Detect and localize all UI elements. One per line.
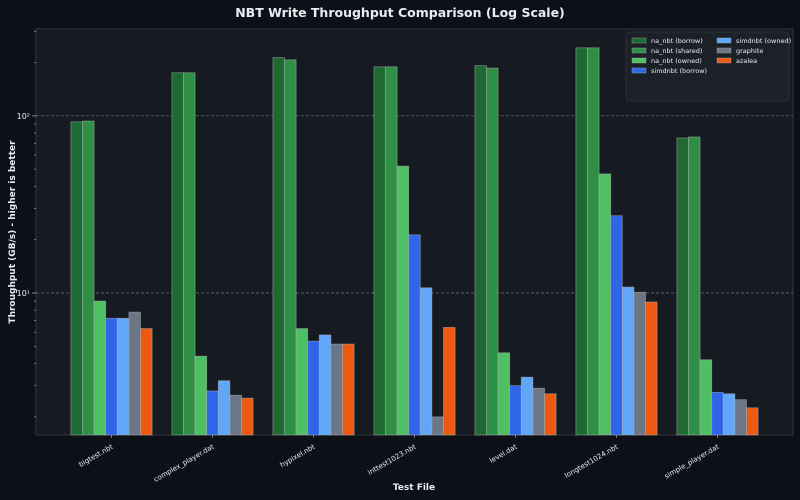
x-axis-label: Test File xyxy=(393,483,435,493)
legend-label: na_nbt (owned) xyxy=(651,57,702,65)
bar-na-nbt-shared xyxy=(688,136,701,436)
bar-azalea xyxy=(241,397,254,436)
y-tick-label: 10¹ xyxy=(17,289,30,298)
y-axis-label: Throughput (GB/s) - higher is better xyxy=(8,140,18,324)
legend-swatch xyxy=(716,57,732,64)
legend-box xyxy=(625,31,790,102)
chart-title: NBT Write Throughput Comparison (Log Sca… xyxy=(235,5,565,20)
bar-na-nbt-borrow xyxy=(70,121,83,436)
bar-simdnbt-borrow xyxy=(206,390,219,436)
bar-graphite xyxy=(229,394,242,436)
bar-graphite xyxy=(431,416,444,436)
bar-graphite xyxy=(128,311,141,436)
legend-swatch xyxy=(716,37,732,44)
bar-na-nbt-shared xyxy=(284,59,297,436)
bar-simdnbt-borrow xyxy=(509,385,522,436)
bar-na-nbt-owned xyxy=(93,300,107,436)
legend-label: simdnbt (owned) xyxy=(736,37,791,45)
bar-na-nbt-borrow xyxy=(373,66,386,436)
legend-swatch xyxy=(631,67,647,74)
bar-na-nbt-owned xyxy=(699,359,713,436)
bar-na-nbt-shared xyxy=(587,47,600,436)
bar-na-nbt-borrow xyxy=(171,72,184,436)
bar-na-nbt-borrow xyxy=(272,57,285,436)
legend-label: graphite xyxy=(736,47,763,55)
legend-swatch xyxy=(631,57,647,64)
legend-swatch xyxy=(631,37,647,44)
bar-na-nbt-borrow xyxy=(676,137,689,436)
bar-na-nbt-owned xyxy=(598,173,612,436)
y-tick-label: 10² xyxy=(17,112,30,121)
bar-na-nbt-borrow xyxy=(575,47,588,436)
bar-na-nbt-owned xyxy=(194,355,208,436)
bar-na-nbt-owned xyxy=(497,352,511,436)
bar-simdnbt-owned xyxy=(318,334,332,436)
legend-label: na_nbt (borrow) xyxy=(651,37,703,45)
legend-label: azalea xyxy=(736,57,757,65)
bar-azalea xyxy=(140,328,153,436)
bar-simdnbt-borrow xyxy=(307,340,320,436)
bar-simdnbt-owned xyxy=(217,380,231,436)
bar-na-nbt-shared xyxy=(385,66,398,436)
bar-azalea xyxy=(443,326,456,436)
bar-azalea xyxy=(645,301,658,436)
bar-simdnbt-borrow xyxy=(408,234,421,436)
bar-na-nbt-owned xyxy=(396,165,410,436)
legend-label: na_nbt (shared) xyxy=(651,47,702,55)
bar-simdnbt-owned xyxy=(419,287,433,436)
bar-na-nbt-borrow xyxy=(474,65,487,436)
bar-azalea xyxy=(544,393,557,436)
bar-graphite xyxy=(532,387,545,436)
bar-simdnbt-owned xyxy=(116,317,130,436)
bar-azalea xyxy=(746,407,759,436)
bar-azalea xyxy=(342,343,355,436)
bar-graphite xyxy=(633,291,646,436)
legend-swatch xyxy=(631,47,647,54)
bar-graphite xyxy=(734,399,747,436)
bar-na-nbt-shared xyxy=(183,72,196,436)
bar-simdnbt-borrow xyxy=(711,391,724,436)
legend: na_nbt (borrow) na_nbt (shared) na_nbt (ow… xyxy=(625,31,791,102)
bar-simdnbt-owned xyxy=(520,376,534,436)
bar-simdnbt-borrow xyxy=(610,215,623,436)
bar-na-nbt-shared xyxy=(486,67,499,436)
bar-na-nbt-owned xyxy=(295,328,309,436)
bar-simdnbt-owned xyxy=(621,286,635,436)
bar-simdnbt-borrow xyxy=(105,317,118,436)
bar-na-nbt-shared xyxy=(82,120,95,436)
legend-label: simdnbt (borrow) xyxy=(651,67,707,75)
bar-graphite xyxy=(330,343,343,436)
legend-swatch xyxy=(716,47,732,54)
bar-simdnbt-owned xyxy=(722,393,736,436)
